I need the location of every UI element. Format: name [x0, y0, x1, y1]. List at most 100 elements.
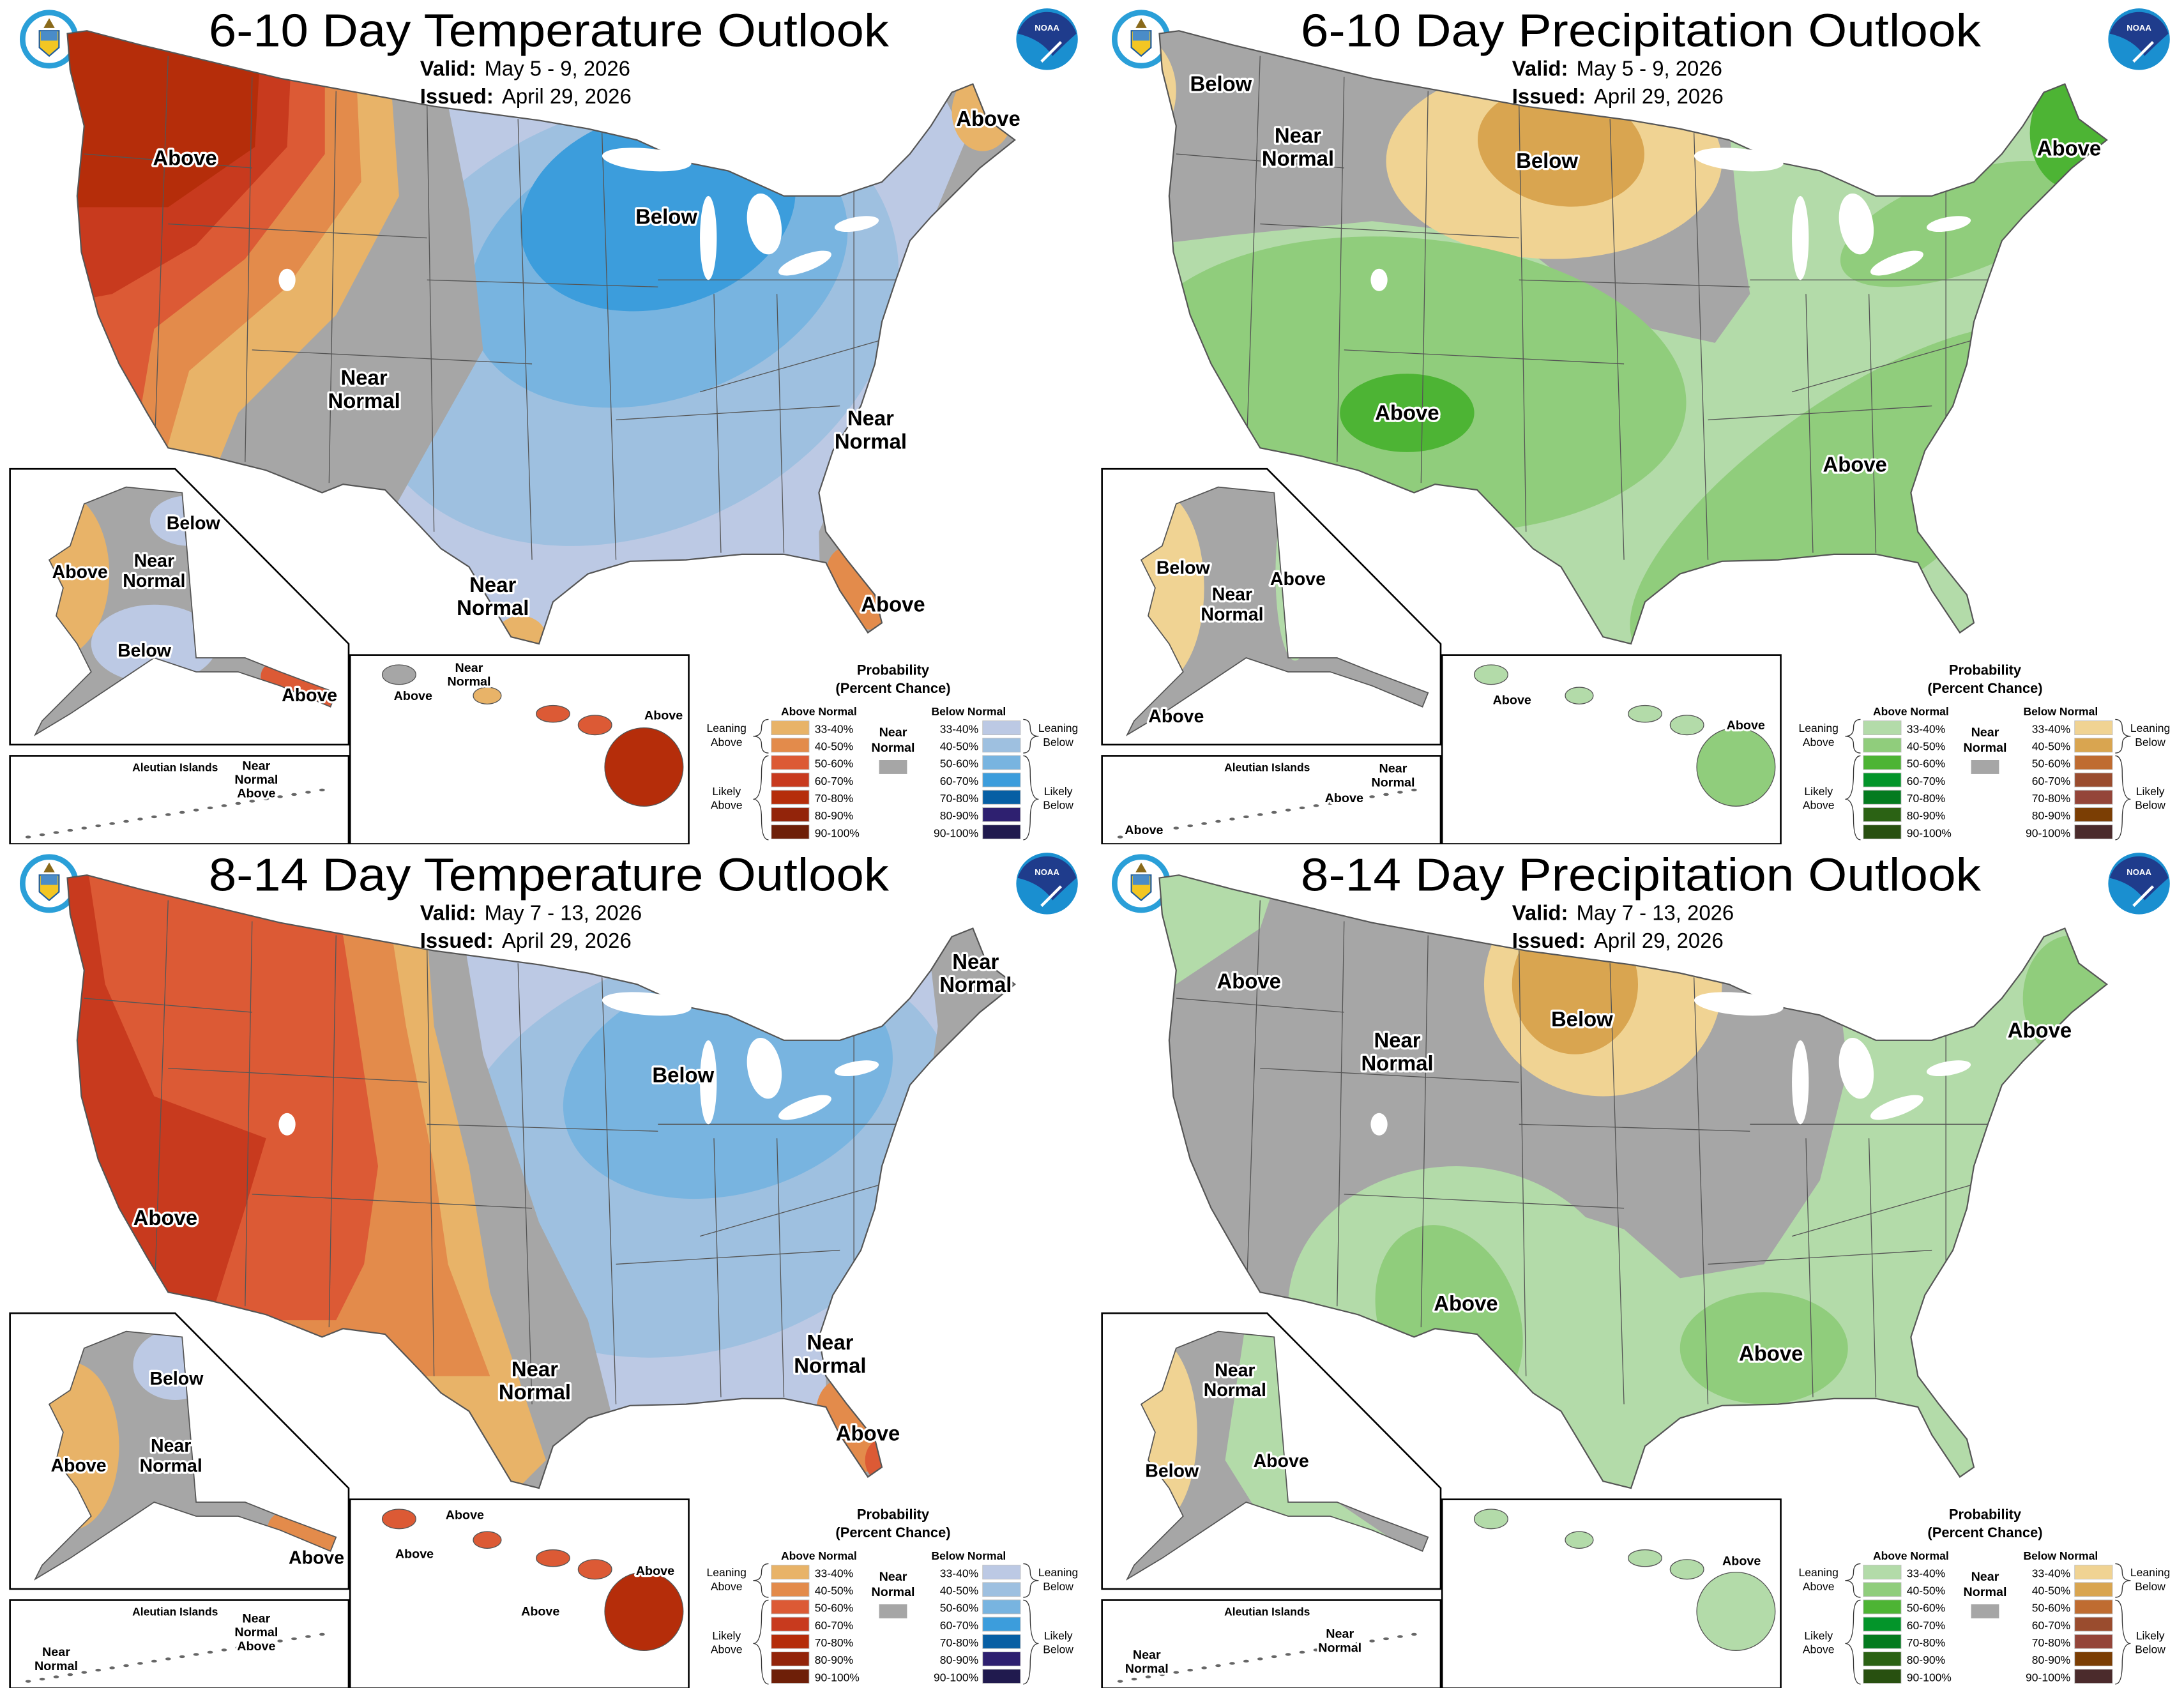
- legend-swatch-near: [879, 1604, 907, 1618]
- state-boundaries: [84, 56, 897, 560]
- issued-date: Issued: April 29, 2026: [420, 84, 632, 108]
- aleutian-title: Aleutian Islands: [1224, 1605, 1310, 1618]
- aleutian-title: Aleutian Islands: [132, 1605, 218, 1618]
- legend-swatch-below: [2074, 825, 2113, 840]
- legend-level-below: 33-40%: [2032, 722, 2070, 735]
- map-label-line: Below: [635, 205, 697, 229]
- legend-swatch-below: [2074, 1668, 2113, 1684]
- legend-level-above: 50-60%: [1907, 757, 1945, 770]
- hawaii-island: [1473, 664, 1508, 685]
- noaa-logo-icon: NOAA: [2108, 8, 2170, 70]
- legend-swatch-above: [1863, 1651, 1902, 1666]
- legend-likely_above: Above: [711, 799, 743, 812]
- legend-likely_above: Likely: [1804, 1629, 1833, 1641]
- map-label-line: Near: [952, 950, 999, 973]
- panel-6-10-temperature: 6-10 Day Temperature Outlook Valid: May 5 …: [0, 0, 1092, 844]
- legend-swatch-below: [2074, 1616, 2113, 1632]
- alaska-region: [91, 604, 217, 683]
- map-label: Above: [956, 107, 1020, 130]
- legend-swatch-above: [1863, 807, 1902, 822]
- aleutian-label-line: Normal: [234, 773, 278, 787]
- legend-near-normal: Normal: [872, 741, 915, 755]
- legend-level-below: 33-40%: [940, 722, 978, 735]
- legend-level-above: 90-100%: [1907, 826, 1952, 839]
- valid-label: Valid:: [1512, 901, 1568, 924]
- legend-likely_above: Above: [1803, 799, 1835, 812]
- hawaii-inset: Above Above Above Above: [349, 1498, 690, 1688]
- legend-swatch-below: [2074, 1651, 2113, 1666]
- legend-leaning_above: Leaning: [1799, 1566, 1839, 1579]
- map-label: Below: [1516, 149, 1578, 172]
- legend-swatch-above: [1863, 720, 1902, 735]
- legend-level-below: 40-50%: [940, 740, 978, 752]
- alaska-label: Above: [1270, 569, 1326, 589]
- legend-level-above: 33-40%: [1907, 722, 1945, 735]
- hawaii-island: [604, 727, 684, 807]
- noaa-logo-icon: NOAA: [1016, 8, 1078, 70]
- legend-level-below: 33-40%: [940, 1567, 978, 1579]
- legend-swatch-above: [1863, 772, 1902, 787]
- aleutian-label-line: Above: [1125, 823, 1163, 837]
- map-label-line: Above: [1217, 969, 1281, 992]
- legend-swatch-below: [2074, 1634, 2113, 1649]
- legend-likely_above: Likely: [712, 1629, 741, 1641]
- page-title: 8-14 Day Temperature Outlook: [209, 849, 890, 901]
- aleutian-label-line: Above: [1325, 791, 1363, 805]
- valid-label: Valid:: [420, 56, 476, 80]
- legend-level-below: 50-60%: [940, 1601, 978, 1614]
- map-label: Above: [1434, 1291, 1498, 1314]
- legend-level-below: 60-70%: [2032, 1618, 2070, 1631]
- aleutian-label: Above: [1325, 791, 1363, 805]
- aleutian-label: Above: [1125, 823, 1163, 837]
- map-label-line: Above: [861, 593, 925, 616]
- probability-legend: Probability (Percent Chance) Above Normal B…: [707, 1506, 1078, 1685]
- legend-level-above: 50-60%: [815, 757, 853, 770]
- aleutian-label: Near Normal: [1372, 762, 1415, 790]
- legend-swatch-near: [1971, 760, 1999, 774]
- aleutian-title: Aleutian Islands: [132, 761, 218, 774]
- map-label: Below: [1190, 72, 1252, 95]
- hawaii-island: [1565, 1530, 1594, 1549]
- aleutian-label: Near Normal Above: [234, 759, 278, 800]
- legend-level-above: 70-80%: [1907, 1636, 1945, 1648]
- map-label-line: Above: [1823, 453, 1886, 476]
- panel-8-14-precipitation: 8-14 Day Precipitation Outlook Valid: May …: [1092, 844, 2184, 1688]
- alaska-label: Above: [282, 685, 337, 706]
- probability-legend: Probability (Percent Chance) Above Normal B…: [707, 662, 1078, 840]
- legend-level-above: 70-80%: [815, 1636, 853, 1648]
- legend-level-above: 33-40%: [815, 1567, 853, 1579]
- alaska-label-line: Above: [282, 685, 337, 706]
- alaska-label-line: Above: [1148, 706, 1204, 727]
- alaska-label-line: Near: [151, 1436, 191, 1456]
- hawaii-island: [1628, 704, 1662, 723]
- legend-likely_below: Likely: [1044, 785, 1073, 798]
- outlook-region: [2022, 934, 2107, 1061]
- legend-swatch-below: [982, 1616, 1021, 1632]
- alaska-label: Above: [50, 1455, 106, 1475]
- map-label: Above: [1823, 453, 1886, 476]
- alaska-label: Above: [289, 1547, 344, 1568]
- legend-swatch-above: [1863, 1668, 1902, 1684]
- valid-dates: Valid: May 5 - 9, 2026: [420, 56, 630, 80]
- alaska-label: Below: [1145, 1461, 1199, 1481]
- legend-below-header: Below Normal: [2023, 1549, 2098, 1562]
- alaska-label-line: Below: [167, 513, 221, 533]
- hawaii-island: [473, 1530, 502, 1549]
- legend-leaning_below: Leaning: [2130, 1566, 2170, 1579]
- hawaii-island: [604, 1571, 684, 1651]
- lake: [602, 148, 692, 172]
- noaa-logo-text: NOAA: [1035, 867, 1059, 877]
- legend-level-above: 70-80%: [1907, 792, 1945, 805]
- map-label: Below: [652, 1063, 714, 1086]
- map-label-line: Below: [1516, 149, 1578, 172]
- legend-swatch-above: [771, 789, 810, 805]
- hawaii-label: Above: [446, 1508, 484, 1522]
- hawaii-label-line: Above: [644, 708, 683, 722]
- noaa-logo-text: NOAA: [2127, 867, 2151, 877]
- legend-leaning_below: Below: [1043, 736, 1073, 749]
- legend-leaning_below: Below: [2135, 1580, 2165, 1593]
- legend-likely_below: Likely: [2136, 785, 2165, 798]
- aleutian-label-line: Near: [242, 1611, 270, 1625]
- aleutian-label-line: Near: [1379, 762, 1407, 776]
